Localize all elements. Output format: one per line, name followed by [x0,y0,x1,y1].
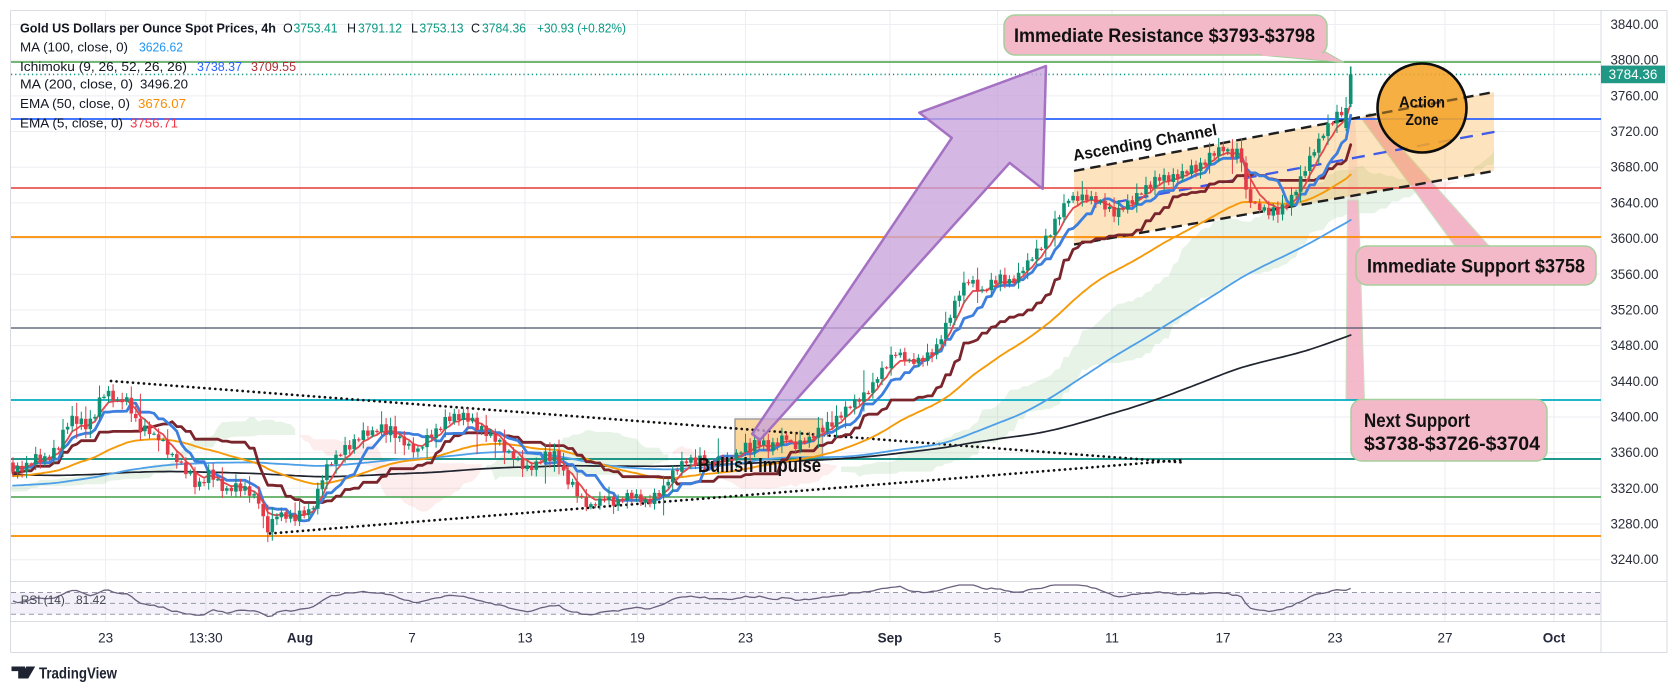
svg-text:3560.00: 3560.00 [1611,267,1659,282]
svg-text:3440.00: 3440.00 [1611,374,1659,389]
svg-text:3720.00: 3720.00 [1611,124,1659,139]
svg-text:23: 23 [1327,631,1342,646]
svg-text:+30.93 (+0.82%): +30.93 (+0.82%) [537,22,626,36]
svg-text:O: O [283,22,293,36]
svg-text:27: 27 [1437,631,1452,646]
svg-text:3760.00: 3760.00 [1611,88,1659,103]
svg-text:3738.37: 3738.37 [197,60,242,74]
svg-text:3753.41: 3753.41 [294,22,338,36]
svg-text:3791.12: 3791.12 [358,22,402,36]
svg-text:EMA (50, close, 0): EMA (50, close, 0) [20,97,130,111]
svg-text:TradingView: TradingView [39,666,118,683]
svg-text:Aug: Aug [287,631,313,646]
svg-text:3600.00: 3600.00 [1611,231,1659,246]
svg-text:3800.00: 3800.00 [1611,53,1659,68]
svg-text:3640.00: 3640.00 [1611,195,1659,210]
svg-text:Sep: Sep [878,631,903,646]
svg-text:Oct: Oct [1543,631,1566,646]
svg-text:Action: Action [1399,95,1445,112]
svg-text:13: 13 [517,631,532,646]
svg-text:11: 11 [1105,631,1119,646]
svg-text:Gold US Dollars per Ounce Spot: Gold US Dollars per Ounce Spot Prices, 4… [20,22,276,36]
svg-text:$3738-$3726-$3704: $3738-$3726-$3704 [1364,434,1540,455]
svg-text:3753.13: 3753.13 [420,22,464,36]
svg-text:RSI (14): RSI (14) [21,593,65,607]
svg-text:MA (100, close, 0): MA (100, close, 0) [20,41,128,55]
svg-text:L: L [411,22,418,36]
svg-text:Immediate Support $3758: Immediate Support $3758 [1367,257,1585,278]
svg-text:81.42: 81.42 [76,593,106,607]
svg-text:3626.62: 3626.62 [139,41,183,55]
svg-text:H: H [347,22,356,36]
svg-text:3400.00: 3400.00 [1611,410,1659,425]
svg-text:3840.00: 3840.00 [1611,17,1659,32]
svg-text:13:30: 13:30 [189,631,223,646]
svg-text:Bullish Impulse: Bullish Impulse [698,455,821,477]
svg-text:Immediate Resistance $3793-$37: Immediate Resistance $3793-$3798 [1014,26,1315,47]
svg-text:3480.00: 3480.00 [1611,338,1659,353]
svg-text:23: 23 [98,631,113,646]
svg-text:EMA (5, close, 0): EMA (5, close, 0) [20,117,123,131]
svg-text:Zone: Zone [1406,112,1439,129]
svg-text:C: C [471,22,480,36]
svg-text:3784.36: 3784.36 [482,22,526,36]
svg-text:3784.36: 3784.36 [1609,67,1658,82]
svg-text:23: 23 [738,631,753,646]
svg-text:3280.00: 3280.00 [1611,517,1659,532]
svg-text:3756.71: 3756.71 [130,117,178,131]
svg-text:5: 5 [994,631,1002,646]
svg-text:3320.00: 3320.00 [1611,481,1659,496]
svg-text:MA (200, close, 0): MA (200, close, 0) [20,78,133,92]
svg-text:Next Support: Next Support [1364,411,1471,432]
svg-text:3496.20: 3496.20 [140,78,188,92]
svg-text:3676.07: 3676.07 [138,97,186,111]
svg-text:3360.00: 3360.00 [1611,445,1659,460]
svg-text:19: 19 [630,631,645,646]
svg-text:17: 17 [1215,631,1230,646]
svg-text:Ichimoku (9, 26, 52, 26, 26): Ichimoku (9, 26, 52, 26, 26) [20,60,187,74]
svg-text:7: 7 [408,631,416,646]
svg-text:3240.00: 3240.00 [1611,552,1659,567]
svg-text:3520.00: 3520.00 [1611,302,1659,317]
svg-text:3709.55: 3709.55 [251,60,296,74]
svg-text:3680.00: 3680.00 [1611,160,1659,175]
